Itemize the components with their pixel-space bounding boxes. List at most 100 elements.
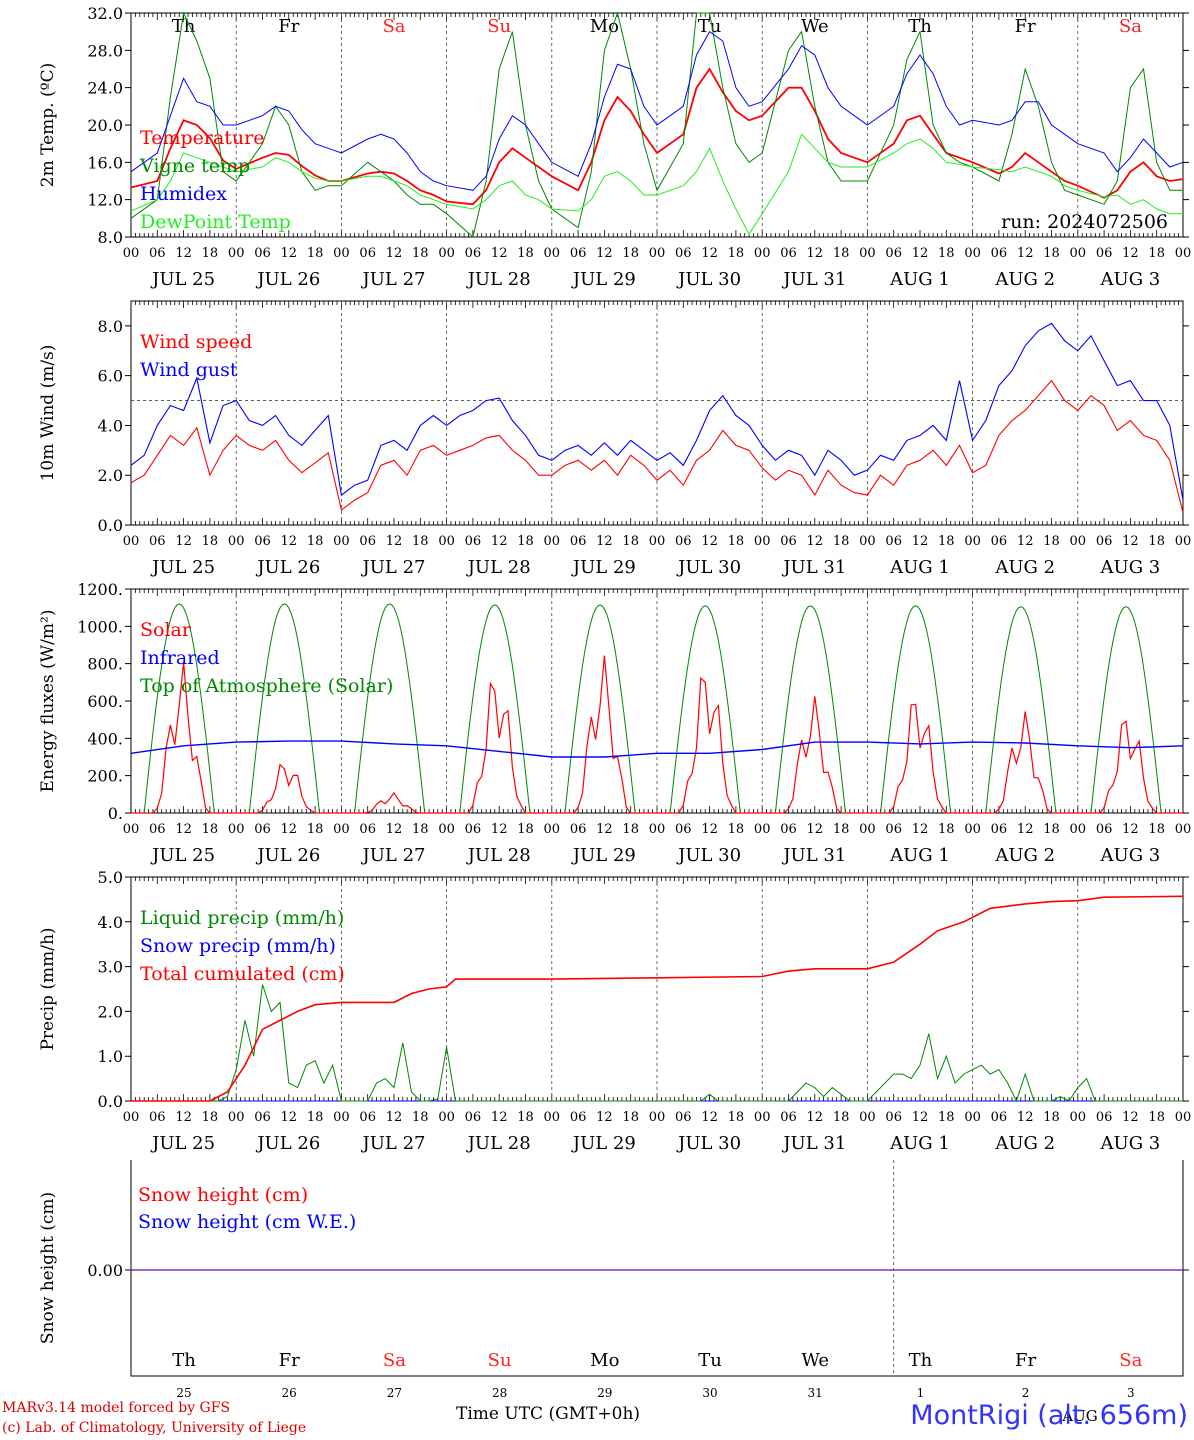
temp-hour-label: 06 — [465, 246, 482, 261]
precip-panel-y-tick-label: 1.0 — [98, 1047, 123, 1066]
temp-hour-label: 12 — [175, 246, 192, 261]
energy-panel-y-tick-label: 1000. — [77, 617, 123, 636]
energy-legend-2: Top of Atmosphere (Solar) — [140, 675, 393, 697]
bottom-day-label: We — [801, 1350, 829, 1371]
liquid-precip-line — [131, 984, 1183, 1103]
wind-hour-label: 12 — [912, 534, 929, 549]
temp-hour-label: 18 — [728, 246, 745, 261]
temp-date-label: JUL 27 — [361, 269, 426, 290]
energy-hour-label: 18 — [728, 822, 745, 837]
wind-hour-label: 06 — [991, 534, 1008, 549]
temp-panel-y-tick-label: 24.0 — [87, 79, 123, 98]
temp-hour-label: 06 — [359, 246, 376, 261]
precip-panel-y-tick-label: 3.0 — [98, 958, 123, 977]
wind-series-line-1 — [130, 322, 1184, 501]
energy-hour-label: 00 — [228, 822, 245, 837]
wind-panel-y-tick-label: 0.0 — [98, 516, 123, 535]
energy-panel-y-tick-label: 400. — [87, 729, 123, 748]
energy-legend-0: Solar — [140, 619, 192, 641]
energy-hour-label: 00 — [754, 822, 771, 837]
wind-panel-x-ticks — [130, 301, 1184, 525]
bottom-date-label: 25 — [176, 1386, 191, 1400]
temp-hour-label: 06 — [780, 246, 797, 261]
temp-panel-y-tick-label: 32.0 — [87, 4, 123, 23]
precip-hour-label: 18 — [728, 1110, 745, 1125]
bottom-day-label: Su — [488, 1350, 512, 1371]
bottom-day-label: Tu — [698, 1350, 722, 1371]
precip-date-label: AUG 3 — [1100, 1133, 1161, 1154]
wind-hour-label: 00 — [859, 534, 876, 549]
precip-date-label: AUG 1 — [889, 1133, 950, 1154]
run-label: run: 2024072506 — [1001, 211, 1168, 233]
temp-hour-label: 06 — [570, 246, 587, 261]
wind-hour-label: 18 — [1148, 534, 1165, 549]
bottom-day-label: Fr — [279, 1350, 300, 1371]
temp-hour-label: 12 — [596, 246, 613, 261]
wind-hour-label: 00 — [438, 534, 455, 549]
wind-hour-label: 12 — [1017, 534, 1034, 549]
energy-date-label: JUL 25 — [150, 845, 215, 866]
precip-date-label: JUL 25 — [150, 1133, 215, 1154]
bottom-date-label: 2 — [1022, 1386, 1030, 1400]
precip-hour-label: 00 — [438, 1110, 455, 1125]
temp-hour-label: 12 — [1017, 246, 1034, 261]
energy-date-label: JUL 30 — [676, 845, 741, 866]
precip-hour-label: 06 — [254, 1110, 271, 1125]
energy-panel-day-separators — [235, 589, 1079, 813]
temp-legend-1: Vigne temp — [139, 155, 250, 177]
snow-legend-1: Snow height (cm W.E.) — [138, 1211, 356, 1233]
energy-hour-label: 18 — [307, 822, 324, 837]
wind-hour-label: 06 — [359, 534, 376, 549]
wind-hour-label: 06 — [149, 534, 166, 549]
wind-panel-y-tick-label: 8.0 — [98, 317, 123, 336]
wind-panel-y-tick-label: 6.0 — [98, 367, 123, 386]
temp-hour-label: 18 — [833, 246, 850, 261]
wind-hour-label: 18 — [833, 534, 850, 549]
temp-hour-label: 18 — [1148, 246, 1165, 261]
energy-hour-label: 00 — [333, 822, 350, 837]
temp-day-label: We — [801, 16, 829, 37]
energy-hour-label: 12 — [1017, 822, 1034, 837]
energy-hour-label: 00 — [964, 822, 981, 837]
wind-hour-label: 18 — [938, 534, 955, 549]
overlap-text: AUG — [1061, 1407, 1097, 1425]
energy-hour-label: 18 — [517, 822, 534, 837]
bottom-date-label: 31 — [808, 1386, 823, 1400]
temp-hour-label: 00 — [1175, 246, 1192, 261]
temp-hour-label: 00 — [649, 246, 666, 261]
precip-panel-x-ticks — [130, 877, 1184, 1101]
energy-date-label: JUL 27 — [361, 845, 426, 866]
bottom-date-label: 28 — [492, 1386, 507, 1400]
wind-hour-label: 06 — [465, 534, 482, 549]
precip-hour-label: 06 — [149, 1110, 166, 1125]
precip-panel-day-separators — [235, 877, 1079, 1101]
energy-panel-x-ticks — [130, 589, 1184, 813]
energy-hour-label: 06 — [254, 822, 271, 837]
temp-hour-label: 06 — [1096, 246, 1113, 261]
energy-panel-frame — [130, 588, 1184, 814]
precip-date-label: JUL 31 — [781, 1133, 846, 1154]
wind-panel-day-separators — [235, 301, 1079, 525]
wind-date-label: JUL 29 — [571, 557, 636, 578]
precip-panel-y-tick-label: 5.0 — [98, 868, 123, 887]
temp-hour-label: 00 — [964, 246, 981, 261]
temp-hour-label: 18 — [202, 246, 219, 261]
bottom-day-label: Th — [172, 1350, 196, 1371]
wind-legend-0: Wind speed — [140, 331, 252, 353]
bottom-date-label: 29 — [597, 1386, 612, 1400]
temp-hour-label: 18 — [517, 246, 534, 261]
wind-hour-label: 06 — [570, 534, 587, 549]
energy-hour-label: 12 — [491, 822, 508, 837]
energy-panel-y-tick-label: 1200. — [77, 580, 123, 599]
temp-day-label: Fr — [278, 16, 299, 37]
temp-day-label: Tu — [698, 16, 722, 37]
precip-panel-y-tick-label: 4.0 — [98, 913, 123, 932]
precip-hour-label: 12 — [1017, 1110, 1034, 1125]
precip-hour-label: 00 — [754, 1110, 771, 1125]
temp-hour-label: 12 — [491, 246, 508, 261]
temp-hour-label: 12 — [701, 246, 718, 261]
temp-date-label: JUL 25 — [150, 269, 215, 290]
bottom-date-label: 26 — [282, 1386, 297, 1400]
precip-hour-label: 06 — [675, 1110, 692, 1125]
